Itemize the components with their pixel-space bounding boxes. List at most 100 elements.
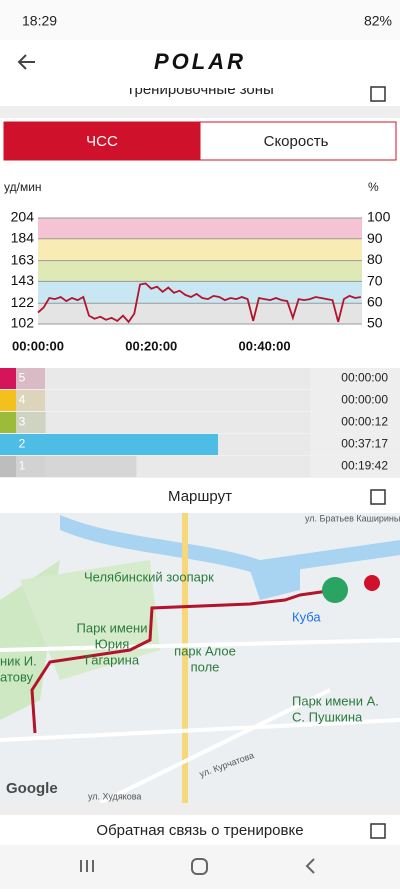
feedback-row[interactable] [0,815,400,845]
y2-tick-label: 100 [367,209,391,225]
zone-label-box [0,390,16,411]
time-box [310,456,400,477]
zone-time: 00:00:00 [341,371,388,385]
zone-band [38,218,362,239]
y2-tick-label: 70 [367,272,383,288]
map-label: парк Алое [174,643,236,658]
map-label: Юрия [95,636,130,651]
zone-label-box [0,456,16,477]
feedback-title[interactable]: Обратная связь о тренировке [96,822,303,839]
river [60,515,400,575]
hr-chart: 204 184 163 143 122 102 100 90 80 70 60 50 00:00:00 0… [11,209,391,354]
tab[interactable] [199,121,397,161]
zone-label-box [0,368,16,389]
zone-label-box [0,412,16,433]
road [0,638,400,805]
y-tick-label: 204 [11,209,35,225]
y-tick-label: 184 [11,229,35,245]
y-axis-label: уд/мин [4,180,42,194]
y-tick-label: 102 [11,315,35,331]
zone-time: 00:00:12 [341,415,388,429]
logo: POLAR [154,49,246,74]
map-label: Парк имени [77,620,148,635]
nav-home[interactable] [191,858,208,875]
zone-label-box [16,434,45,455]
y-tick-label: 122 [11,294,35,310]
tab-active[interactable] [3,121,201,161]
lake [250,560,300,600]
zone-label-box [16,368,45,389]
zone-label-box [16,390,45,411]
time-box [310,434,400,455]
map-label: ник И. [0,653,37,668]
zone-bars: 5 00:00:00 4 00:00:00 3 00:00:12 2 00:37:17 1 00:… [0,368,400,478]
nav-back[interactable] [305,858,315,874]
street-label: ул. Братьев Кашириных [305,513,400,523]
expand-icon[interactable] [370,823,386,839]
map-brand: Google [6,780,58,797]
map: Челябинский зоопарк Парк имени Юрия Гага… [0,513,400,805]
status-battery: 82% [364,13,392,29]
y2-axis-label: % [368,180,379,194]
tab-label[interactable]: ЧСС [86,133,118,150]
map-label: атову [0,669,34,684]
expand-icon[interactable] [370,489,386,505]
map-label: Челябинский зоопарк [84,569,214,584]
clip [0,82,400,88]
end-marker [364,575,380,591]
zone-label: 5 [19,371,26,385]
y2-tick-label: 60 [367,294,383,310]
time-box [310,368,400,389]
route-line [30,588,336,734]
y2-tick-label: 80 [367,251,383,267]
divider [0,803,400,815]
y2-tick-label: 90 [367,230,383,246]
divider [0,106,400,118]
zone-label: 2 [19,437,26,451]
zone-band [38,238,362,261]
start-marker [322,577,348,603]
time-box [310,390,400,411]
x-tick-label: 00:40:00 [239,338,291,353]
header [0,40,400,82]
y-tick-label: 163 [11,251,35,267]
zone-label-box [16,412,45,433]
x-tick-label: 00:00:00 [12,338,64,353]
street-label: ул. Худякова [88,791,141,801]
status-time: 18:29 [22,13,57,29]
zone-label-box [0,434,16,455]
row-bg [0,368,400,389]
y-tick-label: 143 [11,272,35,288]
zone-label-box [16,456,45,477]
status-bar [0,0,400,40]
back-button[interactable] [17,54,35,70]
hr-line [37,282,362,324]
zone-label: 3 [19,415,26,429]
nav-recent[interactable] [80,860,94,872]
row-bg [0,412,400,433]
route-title: Маршрут [168,488,232,505]
map-label: С. Пушкина [292,709,363,724]
zone-label: 4 [19,393,26,407]
route-header [0,482,400,513]
map-label: Куба [292,609,321,624]
zone-bar [0,434,218,455]
tab-label[interactable]: Скорость [264,133,329,150]
zone-band [38,281,362,304]
zone-time: 00:37:17 [341,437,388,451]
map-label: Парк имени А. [292,693,379,708]
x-tick-label: 00:20:00 [125,338,177,353]
time-box [310,412,400,433]
nav-bar [0,845,400,889]
share-icon[interactable] [370,86,386,102]
zone-time: 00:00:00 [341,393,388,407]
zone-band [38,260,362,282]
zone-label: 1 [19,459,26,473]
row-bg [0,390,400,411]
zone-time: 00:19:42 [341,459,388,473]
map-label: поле [191,659,220,674]
y2-tick-label: 50 [367,315,383,331]
map-label: Гагарина [85,652,140,667]
zone-bar [0,456,137,477]
